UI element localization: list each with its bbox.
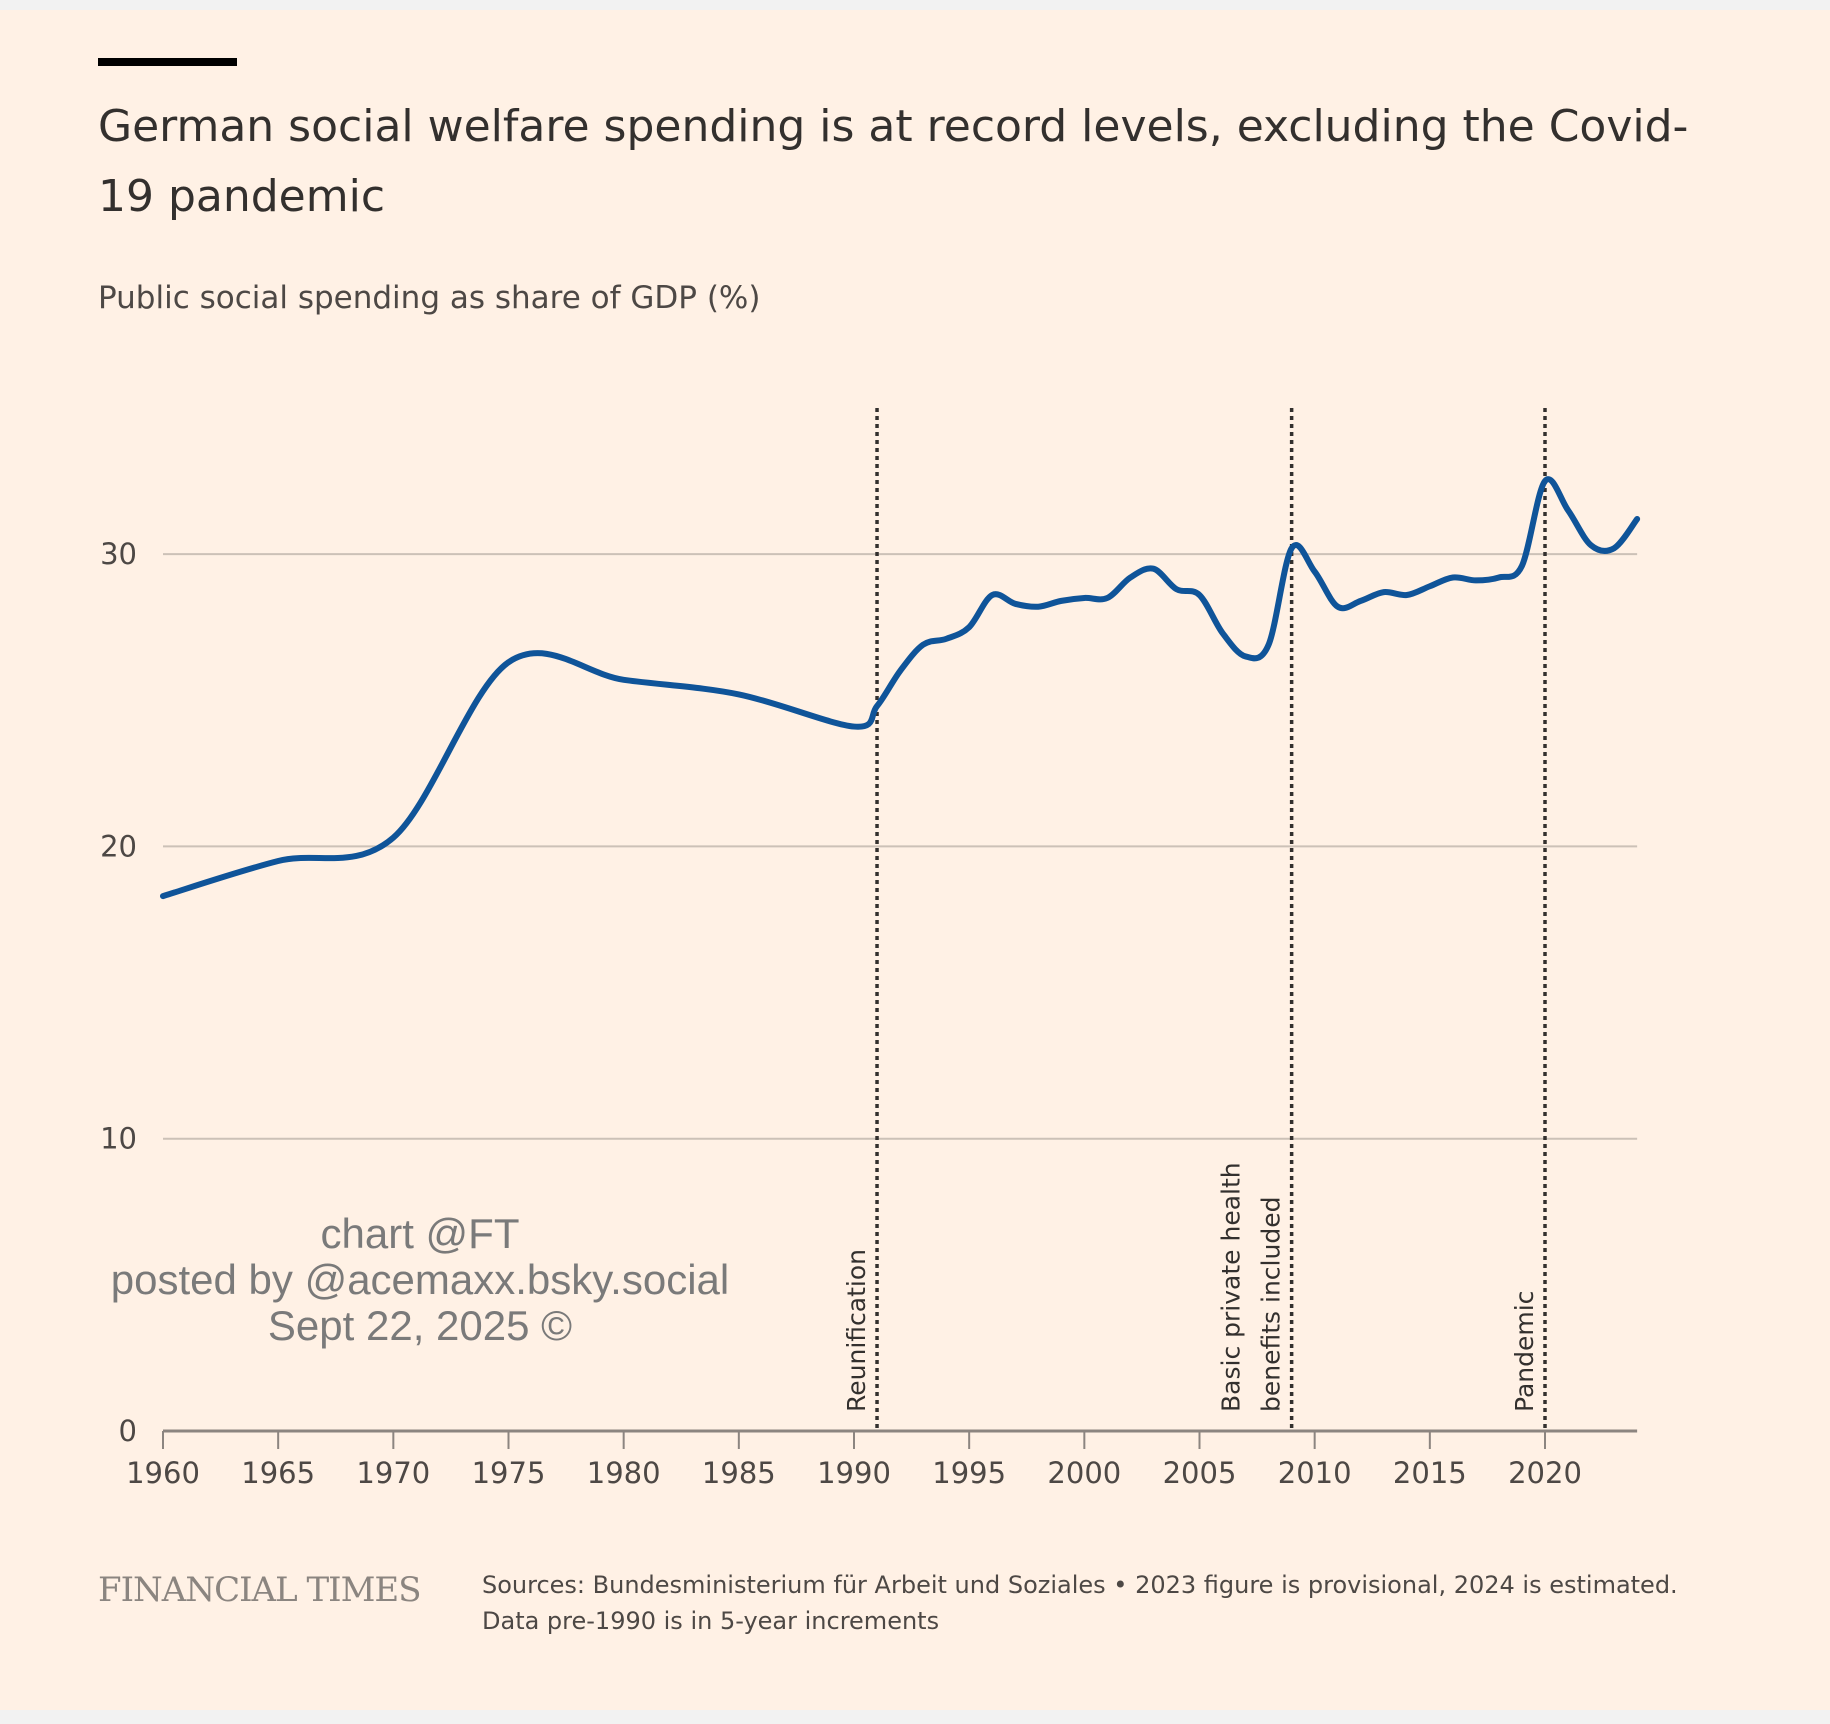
x-tick-label: 1975: [472, 1456, 546, 1490]
watermark-line: Sept 22, 2025 ©: [268, 1302, 572, 1349]
x-tick-label: 2005: [1163, 1456, 1237, 1490]
y-tick-label: 20: [100, 829, 137, 863]
x-tick-label: 2010: [1278, 1456, 1352, 1490]
chart-title: German social welfare spending is at rec…: [98, 101, 1689, 222]
x-tick-label: 1970: [356, 1456, 430, 1490]
ft-logo: FINANCIAL TIMES: [98, 1570, 421, 1610]
x-tick-label: 1990: [817, 1456, 891, 1490]
x-tick-label: 1960: [126, 1456, 200, 1490]
source-line-1: Sources: Bundesministerium für Arbeit un…: [482, 1571, 1678, 1599]
y-tick-label: 0: [119, 1414, 137, 1448]
x-tick-label: 1965: [241, 1456, 315, 1490]
annotation-label: Reunification: [842, 1249, 871, 1412]
watermark-line: posted by @acemaxx.bsky.social: [111, 1256, 729, 1303]
x-tick-label: 2020: [1508, 1456, 1582, 1490]
ft-accent-bar: [98, 58, 237, 66]
series-line: [160, 476, 1641, 900]
y-tick-label: 10: [100, 1122, 137, 1156]
annotation-label: Basic private health: [1217, 1162, 1246, 1412]
x-tick-label: 1985: [702, 1456, 776, 1490]
x-tick-label: 1980: [587, 1456, 661, 1490]
y-tick-label: 30: [100, 537, 137, 571]
chart-subtitle: Public social spending as share of GDP (…: [98, 280, 761, 316]
source-line-2: Data pre-1990 is in 5-year increments: [482, 1607, 940, 1635]
x-tick-label: 2000: [1047, 1456, 1121, 1490]
annotation-label: benefits included: [1257, 1197, 1286, 1412]
x-tick-label: 1995: [932, 1456, 1006, 1490]
annotation-label: Pandemic: [1510, 1291, 1539, 1412]
source-note: Sources: Bundesministerium für Arbeit un…: [482, 1567, 1678, 1639]
x-tick-label: 2015: [1393, 1456, 1467, 1490]
watermark-line: chart @FT: [321, 1210, 520, 1257]
